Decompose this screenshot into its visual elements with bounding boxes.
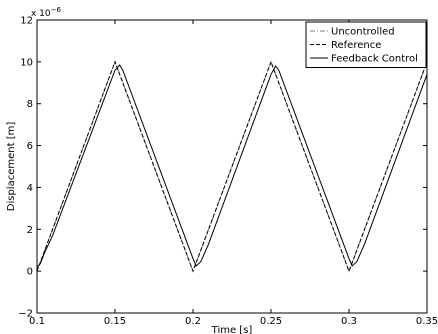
y-tick-label: 12	[20, 16, 33, 27]
x-tick-label: 0.2	[185, 316, 201, 327]
series-line-reference	[36, 60, 428, 273]
legend-entry: Reference	[331, 40, 381, 51]
y-tick-label: 2	[27, 225, 33, 236]
y-axis-label: Displacement [m]	[6, 122, 17, 212]
y-multiplier-exponent: −6	[51, 6, 62, 14]
x-tick-label: 0.35	[416, 316, 438, 327]
y-tick-label: 6	[27, 141, 33, 152]
y-tick-label: 4	[27, 183, 33, 194]
y-tick-label: −2	[18, 309, 33, 320]
series-line-feedback-control	[36, 64, 428, 268]
y-tick-label: 8	[27, 99, 33, 110]
series-group	[36, 60, 428, 273]
y-tick-label: 10	[20, 57, 33, 68]
y-multiplier: x 10−6	[31, 6, 62, 19]
x-tick-label: 0.25	[260, 316, 282, 327]
x-axis-label: Time [s]	[211, 325, 253, 334]
x-tick-label: 0.15	[104, 316, 126, 327]
y-tick-label: 0	[27, 267, 33, 278]
legend-entry: Feedback Control	[331, 54, 418, 65]
legend-entry: Uncontrolled	[331, 27, 395, 38]
axis-ticks: 0.1 0.15 0.2 0.25 0.3 0.35 −2 0 2 4 6 8 10 12	[18, 16, 438, 328]
x-tick-label: 0.1	[29, 316, 45, 327]
legend: Uncontrolled Reference Feedback Control	[305, 21, 427, 68]
x-tick-label: 0.3	[341, 316, 357, 327]
y-multiplier-base: x 10	[31, 9, 51, 19]
